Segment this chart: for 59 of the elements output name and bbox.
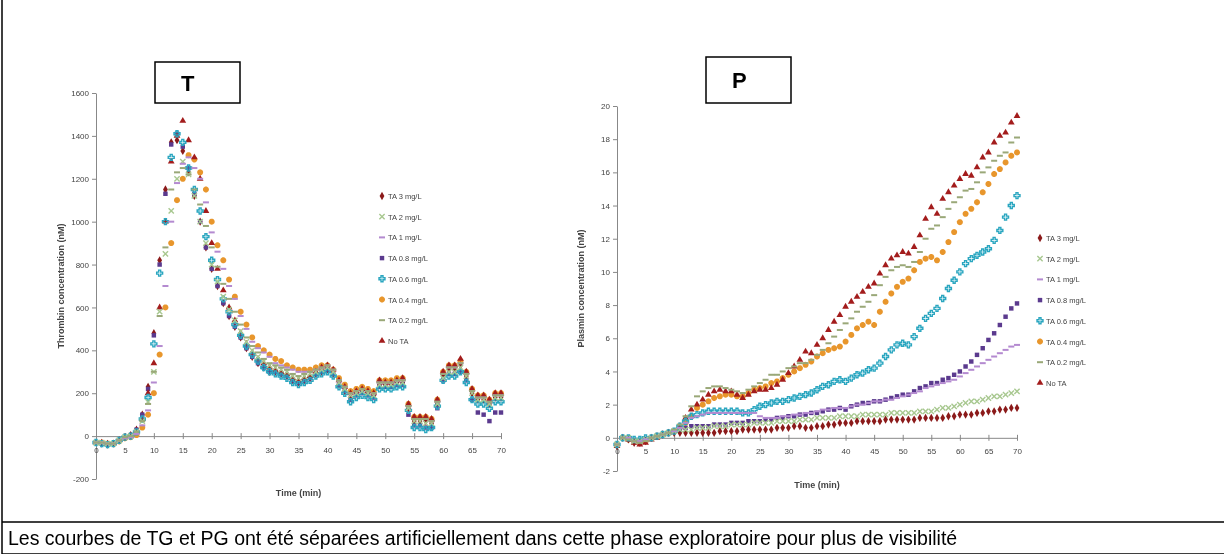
x-tick-label: 35 — [813, 447, 823, 457]
chart-title: T — [181, 70, 195, 96]
y-tick-label: 4 — [605, 367, 611, 377]
x-tick-label: 50 — [898, 447, 909, 457]
y-tick-label: 0 — [84, 432, 90, 442]
x-tick-label: 40 — [323, 445, 333, 455]
y-tick-label: -200 — [72, 475, 90, 485]
y-tick-label: 800 — [75, 260, 90, 270]
y-tick-label: 400 — [75, 346, 90, 356]
chart-title: P — [732, 68, 747, 93]
y-axis-title: Thrombin concentration (nM) — [56, 223, 66, 349]
y-tick-label: 10 — [601, 267, 611, 277]
y-axis-title: Plasmin concentration (nM) — [576, 229, 586, 348]
y-tick-label: 1000 — [71, 217, 90, 227]
y-tick-label: 20 — [601, 102, 611, 112]
x-tick-label: 20 — [727, 447, 737, 457]
x-tick-label: 5 — [643, 447, 649, 457]
x-tick-label: 30 — [784, 447, 794, 457]
x-tick-label: 65 — [468, 445, 478, 455]
y-tick-label: 1600 — [71, 89, 90, 99]
x-tick-label: 60 — [955, 447, 966, 457]
x-tick-label: 15 — [698, 447, 709, 457]
y-tick-label: 0 — [605, 433, 611, 443]
x-axis-title: Time (min) — [275, 488, 322, 498]
x-tick-label: 25 — [755, 447, 766, 457]
y-tick-label: 6 — [605, 334, 611, 344]
x-tick-label: 35 — [294, 445, 304, 455]
x-tick-label: 70 — [497, 445, 507, 455]
x-tick-label: 10 — [149, 445, 160, 455]
y-tick-label: 1400 — [71, 131, 90, 141]
x-tick-label: 15 — [178, 445, 189, 455]
x-axis-title: Time (min) — [794, 480, 840, 490]
x-tick-label: 0 — [94, 445, 100, 455]
x-tick-label: 20 — [207, 445, 218, 455]
y-tick-label: 600 — [75, 303, 90, 313]
x-tick-label: 70 — [1013, 447, 1023, 457]
y-tick-label: 200 — [75, 389, 90, 399]
x-tick-label: 65 — [984, 447, 994, 457]
y-tick-label: 1200 — [71, 174, 90, 184]
x-tick-label: 25 — [236, 445, 247, 455]
y-tick-label: 16 — [601, 168, 611, 178]
y-tick-label: 14 — [601, 201, 611, 211]
x-tick-label: 55 — [410, 445, 420, 455]
x-tick-label: 55 — [927, 447, 937, 457]
text: Les courbes de TG et PG ont été séparées artificiellement dans cette phase exploratoire pour plus de visibilité — [8, 527, 958, 549]
y-tick-label: 18 — [601, 135, 611, 145]
y-tick-label: 2 — [605, 400, 611, 410]
x-tick-label: 50 — [381, 445, 391, 455]
x-tick-label: 40 — [841, 447, 852, 457]
x-tick-label: 45 — [870, 447, 880, 457]
x-tick-label: 45 — [352, 445, 362, 455]
x-tick-label: 60 — [439, 445, 449, 455]
x-tick-label: 0 — [615, 447, 621, 457]
y-tick-label: -2 — [602, 467, 611, 477]
y-tick-label: 12 — [601, 234, 611, 244]
y-tick-label: 8 — [605, 301, 611, 311]
x-tick-label: 5 — [123, 445, 129, 455]
x-tick-label: 10 — [670, 447, 680, 457]
x-tick-label: 30 — [265, 445, 276, 455]
